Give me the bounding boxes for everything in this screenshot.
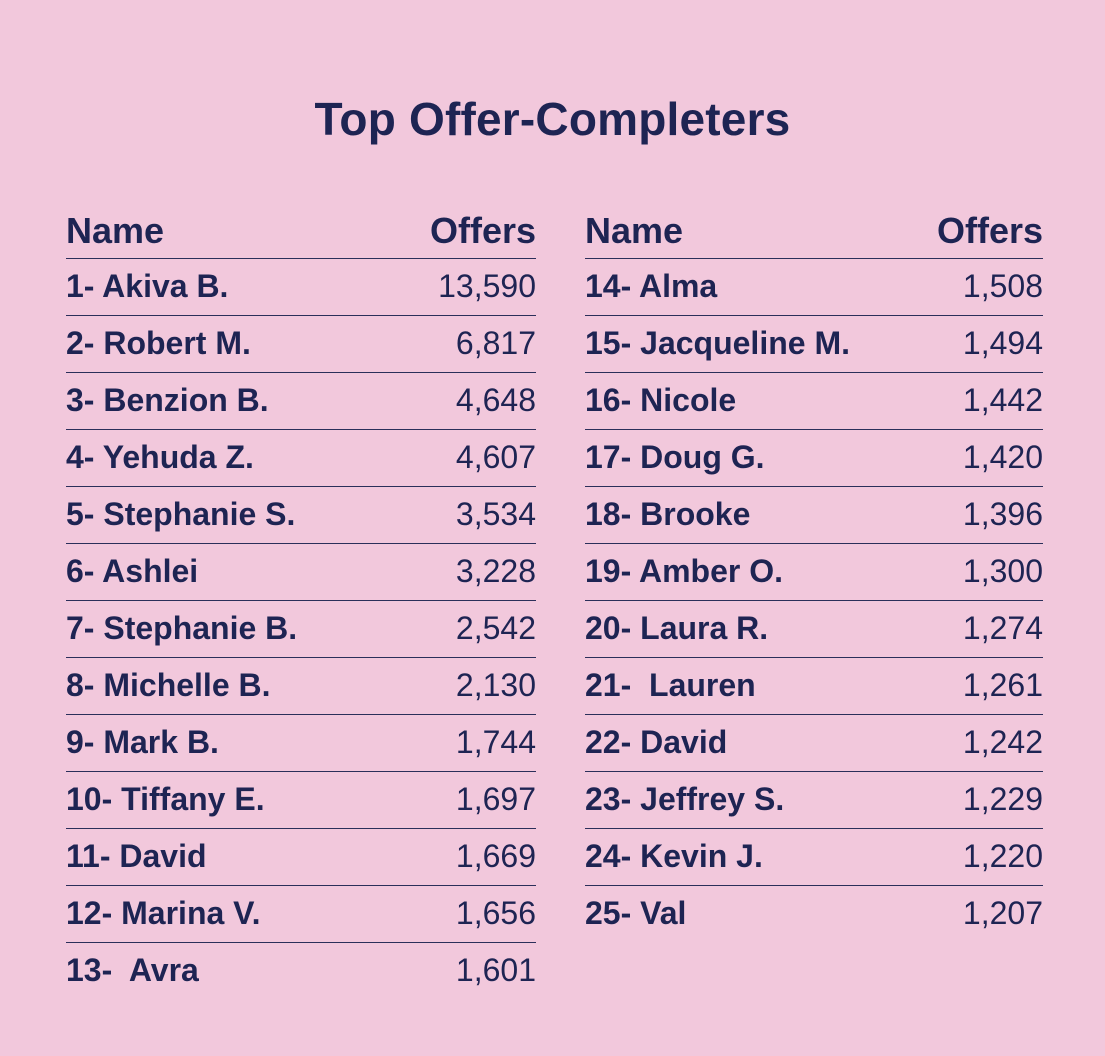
table-row: 2- Robert M. 6,817 (66, 316, 536, 373)
row-name: 5- Stephanie S. (66, 495, 296, 532)
row-name: 12- Marina V. (66, 894, 261, 931)
row-name: 3- Benzion B. (66, 381, 269, 418)
leaderboard-table-left: Name Offers 1- Akiva B. 13,590 2- Robert … (66, 202, 536, 1000)
row-offers: 1,274 (962, 609, 1043, 646)
row-offers: 1,697 (455, 780, 536, 817)
table-row: 17- Doug G. 1,420 (585, 430, 1043, 487)
row-name: 2- Robert M. (66, 324, 251, 361)
row-name: 10- Tiffany E. (66, 780, 265, 817)
offers-column-header: Offers (936, 210, 1043, 251)
row-name: 17- Doug G. (585, 438, 765, 475)
row-offers: 1,669 (455, 837, 536, 874)
row-name: 16- Nicole (585, 381, 737, 418)
row-offers: 1,396 (962, 495, 1043, 532)
table-row: 6- Ashlei 3,228 (66, 544, 536, 601)
row-offers: 13,590 (438, 267, 536, 304)
row-offers: 1,442 (962, 381, 1043, 418)
row-name: 8- Michelle B. (66, 666, 271, 703)
table-row: 10- Tiffany E. 1,697 (66, 772, 536, 829)
row-name: 4- Yehuda Z. (66, 438, 254, 475)
row-name: 19- Amber O. (585, 552, 783, 589)
table-row: 19- Amber O. 1,300 (585, 544, 1043, 601)
row-name: 11- David (66, 837, 207, 874)
table-row: 22- David 1,242 (585, 715, 1043, 772)
table-row: 23- Jeffrey S. 1,229 (585, 772, 1043, 829)
row-offers: 1,656 (455, 894, 536, 931)
page-title: Top Offer-Completers (314, 93, 791, 145)
table-row: 11- David 1,669 (66, 829, 536, 886)
row-name: 1- Akiva B. (66, 267, 229, 304)
name-column-header: Name (66, 210, 165, 251)
row-offers: 3,228 (455, 552, 536, 589)
row-name: 21- Lauren (585, 666, 756, 703)
row-offers: 3,534 (455, 495, 536, 532)
row-name: 15- Jacqueline M. (585, 324, 850, 361)
table-row: 1- Akiva B. 13,590 (66, 259, 536, 316)
row-name: 6- Ashlei (66, 552, 199, 589)
table-header: Name Offers (66, 202, 536, 259)
name-column-header: Name (585, 210, 684, 251)
table-row: 14- Alma 1,508 (585, 259, 1043, 316)
leaderboard-table-right: Name Offers 14- Alma 1,508 15- Jacqueline… (585, 202, 1043, 943)
table-row: 4- Yehuda Z. 4,607 (66, 430, 536, 487)
row-offers: 1,229 (962, 780, 1043, 817)
table-row: 24- Kevin J. 1,220 (585, 829, 1043, 886)
table-header: Name Offers (585, 202, 1043, 259)
row-offers: 6,817 (455, 324, 536, 361)
offers-column-header: Offers (429, 210, 536, 251)
row-offers: 2,542 (455, 609, 536, 646)
row-offers: 4,607 (455, 438, 536, 475)
table-row: 15- Jacqueline M. 1,494 (585, 316, 1043, 373)
table-row: 18- Brooke 1,396 (585, 487, 1043, 544)
row-name: 25- Val (585, 895, 687, 931)
table-row: 8- Michelle B. 2,130 (66, 658, 536, 715)
table-row: 7- Stephanie B. 2,542 (66, 601, 536, 658)
row-offers: 1,242 (962, 723, 1043, 760)
row-name: 9- Mark B. (66, 723, 219, 760)
table-row: 9- Mark B. 1,744 (66, 715, 536, 772)
table-row: 5- Stephanie S. 3,534 (66, 487, 536, 544)
row-offers: 1,261 (962, 666, 1043, 703)
row-offers: 1,207 (962, 895, 1043, 931)
row-offers: 1,220 (962, 837, 1043, 874)
row-name: 22- David (585, 723, 728, 760)
table-row: 16- Nicole 1,442 (585, 373, 1043, 430)
row-name: 7- Stephanie B. (66, 609, 298, 646)
row-name: 13- Avra (66, 952, 199, 988)
row-offers: 4,648 (455, 381, 536, 418)
table-row: 13- Avra 1,601 (66, 943, 536, 1000)
table-row: 21- Lauren 1,261 (585, 658, 1043, 715)
row-name: 23- Jeffrey S. (585, 780, 785, 817)
row-name: 24- Kevin J. (585, 837, 763, 874)
row-offers: 1,601 (455, 952, 536, 988)
row-offers: 1,508 (962, 267, 1043, 304)
row-offers: 1,494 (962, 324, 1043, 361)
table-row: 12- Marina V. 1,656 (66, 886, 536, 943)
table-row: 20- Laura R. 1,274 (585, 601, 1043, 658)
table-row: 25- Val 1,207 (585, 886, 1043, 943)
row-offers: 1,300 (962, 552, 1043, 589)
row-name: 18- Brooke (585, 495, 751, 532)
row-offers: 2,130 (455, 666, 536, 703)
table-row: 3- Benzion B. 4,648 (66, 373, 536, 430)
row-name: 14- Alma (585, 267, 718, 304)
row-offers: 1,744 (455, 723, 536, 760)
row-offers: 1,420 (962, 438, 1043, 475)
row-name: 20- Laura R. (585, 609, 769, 646)
